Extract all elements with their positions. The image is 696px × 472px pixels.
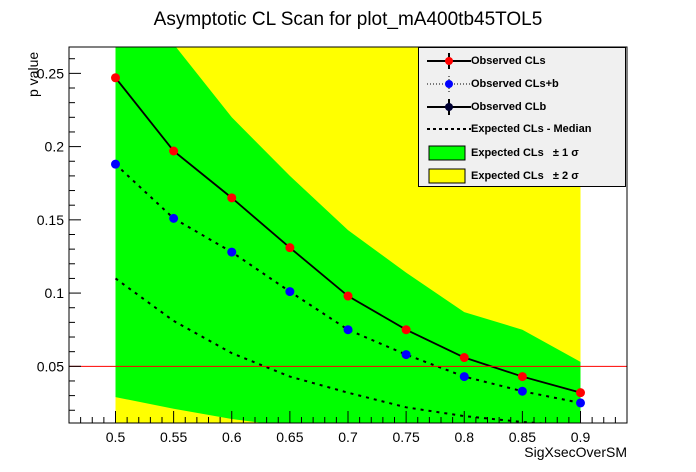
x-tick-label: 0.65 [276, 429, 303, 445]
legend-item-one-sigma: Expected CLs ± 1 σ [419, 142, 625, 164]
data-point-cls [169, 146, 179, 156]
dark-marker-line-icon [427, 99, 471, 115]
data-point-clsb [576, 398, 585, 408]
legend-label: Expected CLs ± 2 σ [471, 170, 579, 182]
y-tick-label: 0.1 [45, 285, 65, 301]
legend-label: Observed CLb [471, 101, 547, 113]
x-tick-label: 0.9 [571, 429, 591, 445]
data-point-cls [111, 73, 120, 83]
legend-item-observed-cls: Observed CLs [419, 50, 625, 72]
one-sigma-band [115, 47, 581, 423]
data-point-clsb [459, 372, 469, 382]
x-tick-label: 0.5 [106, 429, 126, 445]
chart-title: Asymptotic CL Scan for plot_mA400tb45TOL… [154, 9, 543, 30]
x-tick-label: 0.75 [393, 429, 420, 445]
data-point-clsb [285, 287, 295, 297]
legend-label: Expected CLs - Median [471, 123, 592, 135]
legend-label: Observed CLs+b [471, 78, 559, 90]
y-axis-label: p value [25, 52, 41, 97]
yellow-box-icon [428, 168, 466, 184]
x-axis-label: SigXsecOverSM [524, 444, 627, 460]
y-tick-label: 0.2 [45, 139, 65, 155]
data-point-clsb [169, 213, 179, 223]
data-point-cls [227, 193, 237, 203]
x-tick-label: 0.7 [338, 429, 358, 445]
legend-sigma: ± 1 σ [552, 147, 579, 159]
data-point-cls [285, 243, 295, 253]
x-tick-label: 0.55 [160, 429, 187, 445]
dashed-line-icon [427, 128, 471, 130]
data-point-cls [517, 372, 527, 382]
blue-marker-dotted-icon [427, 76, 471, 92]
legend-item-observed-clb: Observed CLb [419, 96, 625, 118]
x-tick-label: 0.6 [222, 429, 242, 445]
legend-label-text: Expected CLs [471, 170, 544, 182]
data-point-clsb [517, 386, 527, 396]
x-tick-label: 0.85 [509, 429, 536, 445]
legend-item-observed-clsb: Observed CLs+b [419, 73, 625, 95]
y-tick-label: 0.15 [37, 212, 64, 228]
legend-item-expected-median: Expected CLs - Median [419, 118, 625, 140]
legend-label-text: Expected CLs [471, 147, 544, 159]
legend-label: Observed CLs [471, 55, 546, 67]
data-point-cls [576, 388, 585, 398]
legend-label: Expected CLs ± 1 σ [471, 147, 579, 159]
legend-sigma: ± 2 σ [552, 170, 579, 182]
data-point-clsb [343, 325, 353, 335]
legend-item-two-sigma: Expected CLs ± 2 σ [419, 165, 625, 187]
x-tick-label: 0.8 [455, 429, 475, 445]
green-box-icon [428, 145, 466, 161]
data-point-cls [459, 353, 469, 363]
y-tick-label: 0.25 [37, 65, 64, 81]
legend: Observed CLs Observed CLs+b Observed CLb… [418, 47, 626, 187]
data-point-clsb [401, 350, 411, 360]
y-tick-label: 0.05 [37, 358, 64, 374]
data-point-clsb [227, 247, 237, 257]
red-marker-line-icon [427, 53, 471, 69]
data-point-clsb [111, 159, 120, 169]
data-point-cls [401, 325, 411, 335]
data-point-cls [343, 291, 353, 301]
